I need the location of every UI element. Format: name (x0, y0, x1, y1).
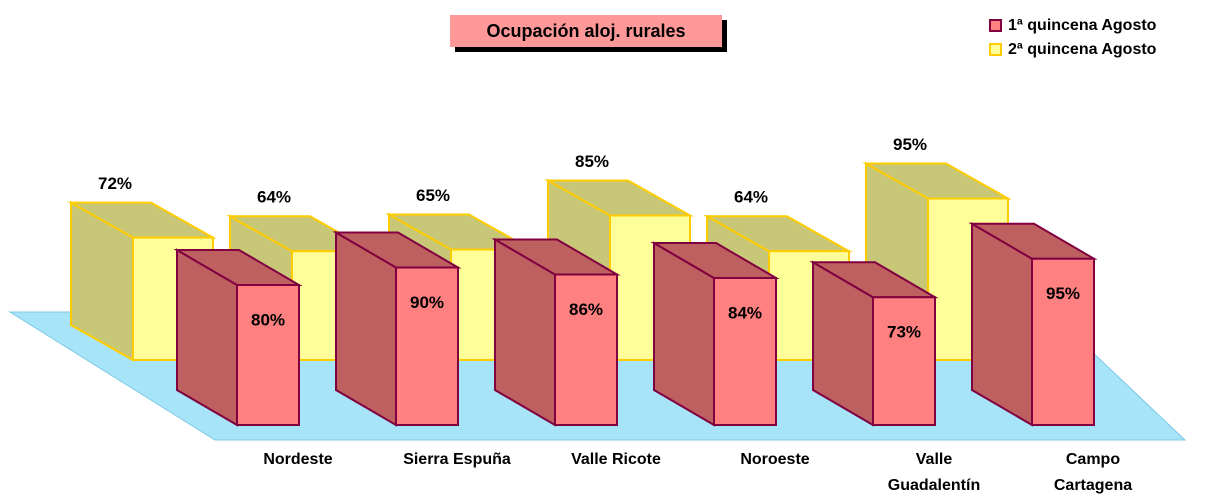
data-label: 64% (734, 188, 768, 207)
bar (554, 273, 618, 426)
data-label: 84% (728, 303, 762, 322)
bar (713, 277, 777, 426)
data-label: 72% (98, 174, 132, 193)
data-label: 65% (416, 186, 450, 205)
bar (395, 266, 459, 426)
x-tick-label: Sierra Espuña (403, 451, 511, 468)
bar (872, 296, 936, 426)
bar (1031, 257, 1095, 426)
data-label: 90% (410, 293, 444, 312)
data-label: 73% (887, 323, 921, 342)
x-tick-label: Valle Guadalentín (887, 451, 981, 494)
x-tick-label: Valle Ricote (571, 451, 661, 468)
data-label: 95% (893, 135, 927, 154)
legend-swatch (989, 19, 1002, 32)
x-tick-label: Campo Cartagena (1053, 451, 1133, 494)
legend-label: 2ª quincena Agosto (1008, 41, 1157, 58)
data-label: 86% (569, 300, 603, 319)
chart-title: Ocupación aloj. rurales (486, 21, 685, 41)
data-label: 95% (1046, 284, 1080, 303)
x-tick-label: Nordeste (263, 451, 333, 468)
title-box (450, 15, 722, 47)
legend-swatch (989, 43, 1002, 56)
data-label: 80% (251, 310, 285, 329)
data-label: 85% (575, 152, 609, 171)
legend-label: 1ª quincena Agosto (1008, 17, 1157, 34)
data-label: 64% (257, 188, 291, 207)
bar (236, 284, 300, 426)
x-tick-label: Noroeste (740, 451, 810, 468)
